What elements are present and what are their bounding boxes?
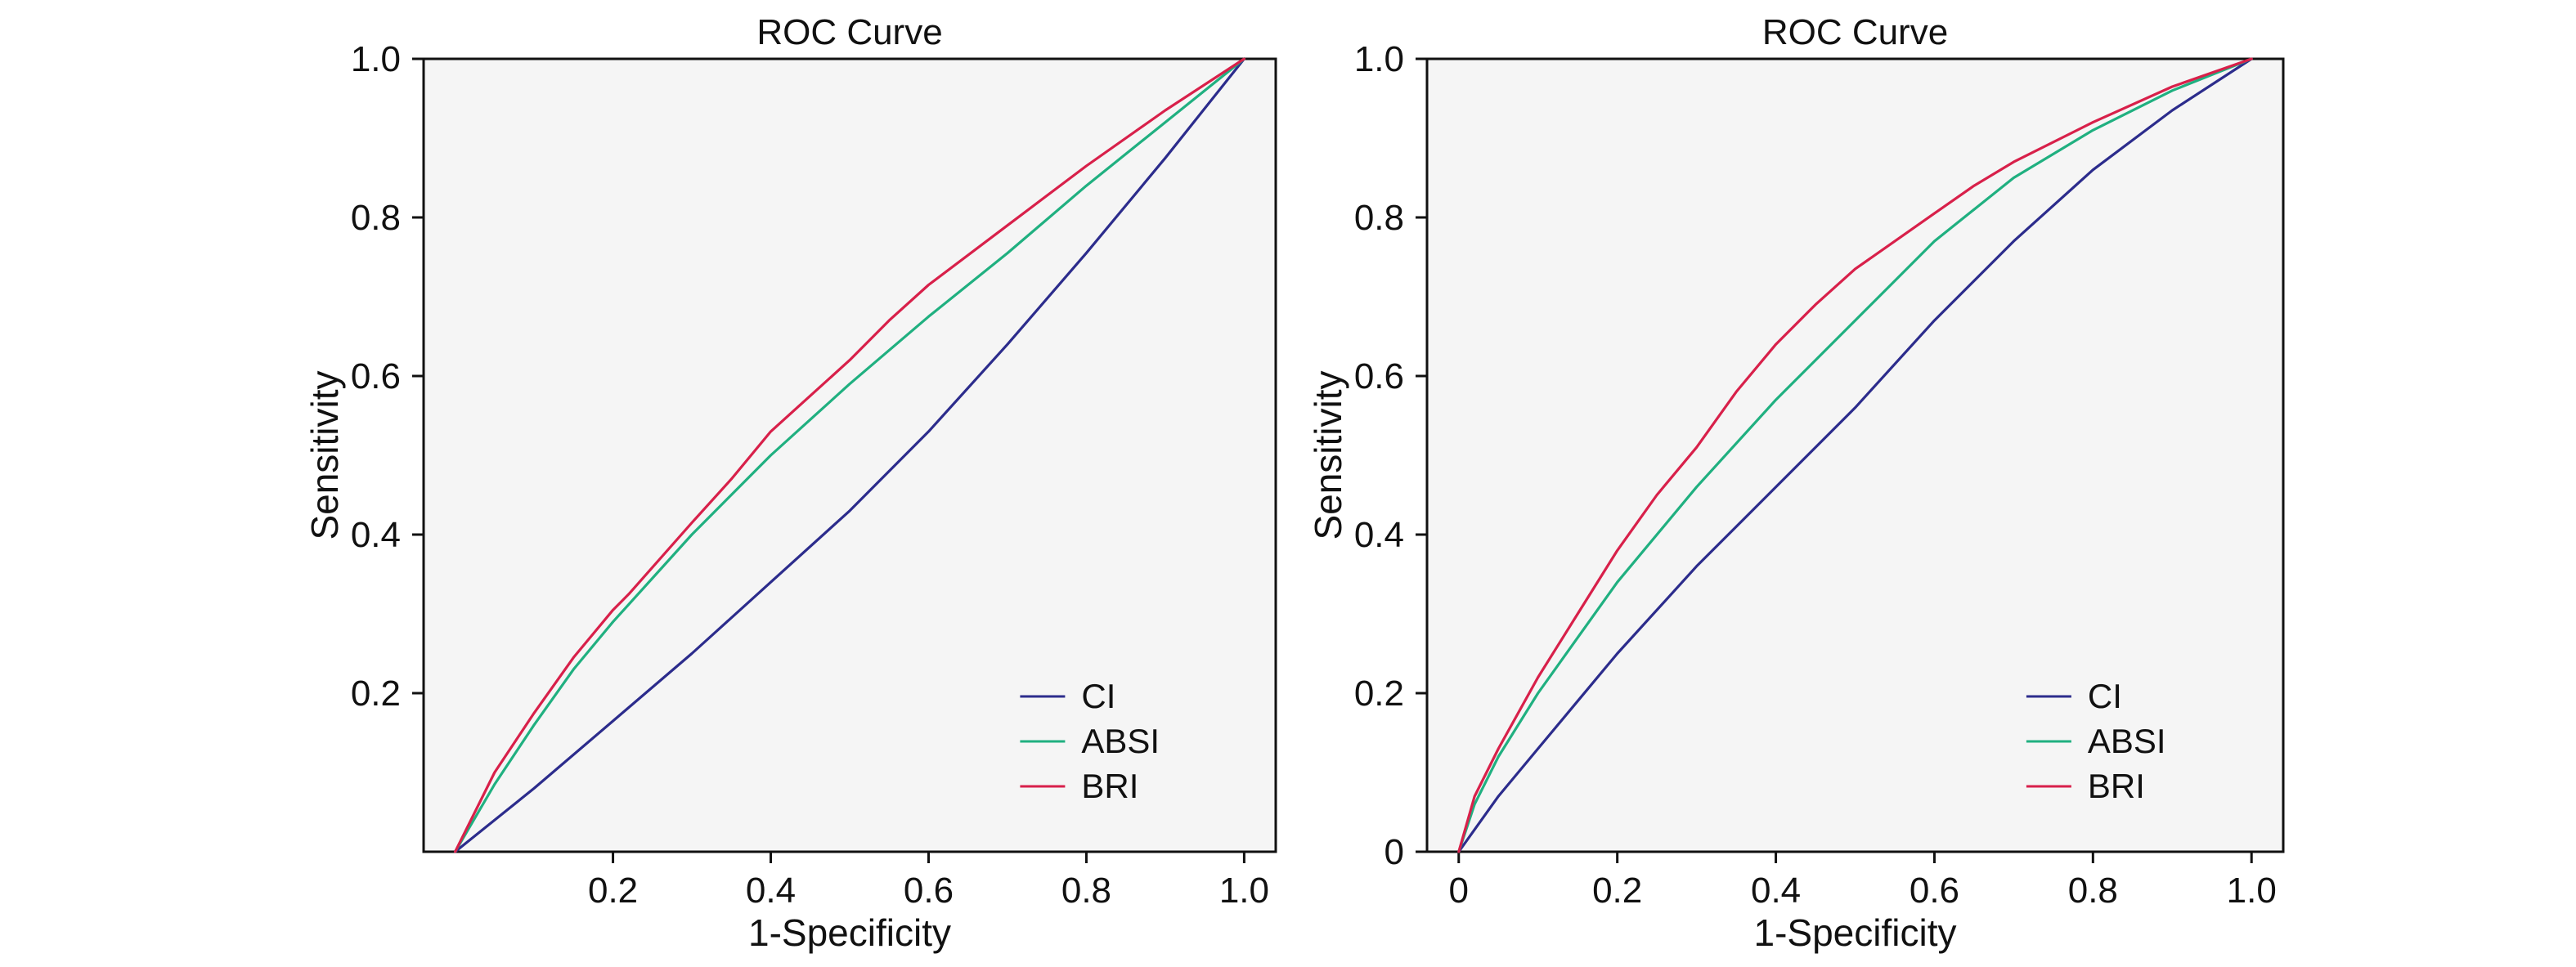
- x-tick-label: 0.2: [588, 871, 638, 911]
- chart-title: ROC Curve: [1762, 12, 1948, 52]
- y-tick-label: 0.6: [1354, 356, 1404, 396]
- legend-label-ci: CI: [2088, 677, 2122, 715]
- x-tick-label: 0.8: [2068, 871, 2118, 911]
- y-tick-label: 1.0: [351, 39, 401, 79]
- y-tick-label: 0.4: [1354, 515, 1404, 555]
- y-axis-label: Sensitivity: [303, 370, 346, 539]
- y-tick-label: 0.8: [1354, 198, 1404, 238]
- y-tick-label: 0.2: [1354, 674, 1404, 714]
- series-line-bri: [454, 57, 1245, 853]
- x-tick-label: 0: [1449, 871, 1469, 911]
- y-tick-label: 1.0: [1354, 39, 1404, 79]
- x-axis-label: 1-Specificity: [748, 911, 951, 954]
- series-line-ci: [454, 57, 1245, 853]
- y-tick-label: 0: [1384, 832, 1404, 872]
- series-line-ci: [1457, 57, 2253, 853]
- x-tick-label: 0.8: [1061, 871, 1111, 911]
- x-tick-label: 0.6: [904, 871, 954, 911]
- chart-title: ROC Curve: [756, 12, 942, 52]
- x-tick-label: 1.0: [2227, 871, 2277, 911]
- y-axis-label: Sensitivity: [1307, 370, 1349, 539]
- y-tick-label: 0.8: [351, 198, 401, 238]
- y-tick-label: 0.2: [351, 674, 401, 714]
- plot-area: [422, 57, 1277, 853]
- x-tick-label: 1.0: [1219, 871, 1269, 911]
- x-tick-label: 0.4: [746, 871, 796, 911]
- roc-chart-1: ROC Curve 0.2 0.4 0.6 0.8 1.0 0.2 0.4 0.6 0.8 1.0 1…: [303, 12, 1277, 954]
- legend-label-absi: ABSI: [1081, 722, 1160, 760]
- y-tick-label: 0.6: [351, 356, 401, 396]
- legend-label-bri: BRI: [1081, 767, 1138, 805]
- y-tick-label: 0.4: [351, 515, 401, 555]
- series-line-absi: [454, 57, 1245, 853]
- plot-area: [1425, 57, 2285, 853]
- legend-label-bri: BRI: [2088, 767, 2145, 805]
- x-tick-label: 0.6: [1910, 871, 1959, 911]
- series-line-bri: [1457, 57, 2253, 853]
- x-tick-label: 0.4: [1751, 871, 1801, 911]
- legend-label-ci: CI: [1081, 677, 1115, 715]
- series-line-absi: [1457, 57, 2253, 853]
- legend-label-absi: ABSI: [2088, 722, 2166, 760]
- x-tick-label: 0.2: [1592, 871, 1642, 911]
- x-axis-label: 1-Specificity: [1754, 911, 1957, 954]
- roc-chart-2: ROC Curve 0 0.2 0.4 0.6 0.8 1.0 0 0.2 0.4 0.6 0.8 1.…: [1307, 12, 2285, 954]
